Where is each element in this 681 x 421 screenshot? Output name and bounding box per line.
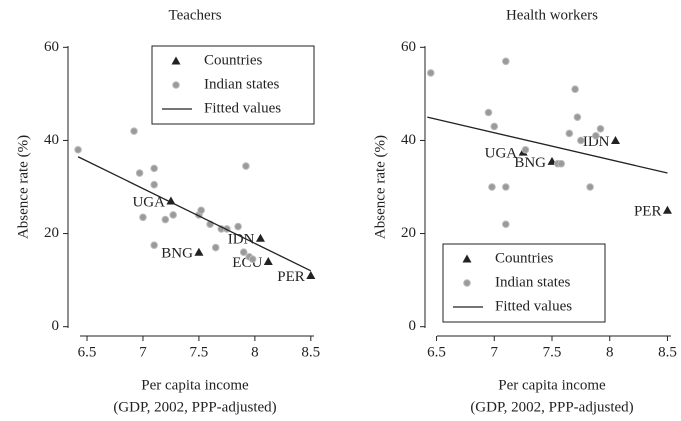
legend-label: Fitted values [204, 100, 281, 116]
legend-marker [172, 81, 180, 89]
state-marker [169, 211, 177, 219]
state-marker [239, 248, 248, 256]
state-marker [130, 127, 138, 135]
state-marker [488, 183, 496, 191]
x-tick-label: 6.5 [78, 344, 97, 360]
legend-label: Indian states [495, 274, 571, 290]
x-tick-label: 8.5 [301, 344, 320, 360]
x-tick-label: 7.5 [190, 344, 209, 360]
legend-label: Countries [204, 52, 262, 68]
state-marker [211, 243, 220, 252]
y-axis-label: Absence rate (%) [15, 135, 31, 239]
x-tick-label: 8 [606, 344, 614, 360]
x-axis-note: (GDP, 2002, PPP-adjusted) [113, 399, 276, 415]
legend-marker [171, 56, 181, 65]
legend-marker [462, 254, 472, 263]
fitted-line [77, 156, 312, 272]
state-marker [592, 131, 600, 140]
country-marker [255, 233, 265, 242]
panel-title: Teachers [168, 7, 221, 23]
x-tick-label: 7 [139, 344, 147, 360]
state-marker [573, 113, 582, 121]
point-label: PER [634, 204, 662, 220]
x-tick-label: 7.5 [543, 344, 562, 360]
state-marker [502, 183, 510, 191]
state-marker [596, 124, 605, 133]
state-marker [150, 164, 158, 173]
state-marker [490, 122, 499, 131]
x-tick-label: 8 [251, 344, 259, 360]
state-marker [565, 129, 574, 138]
x-axis-label: Per capita income [141, 377, 249, 393]
y-tick-label: 20 [401, 225, 416, 241]
state-marker [502, 220, 510, 229]
fitted-line [427, 116, 668, 174]
state-marker [484, 108, 493, 117]
y-tick-label: 20 [44, 225, 59, 241]
y-tick-label: 60 [44, 39, 59, 55]
point-label: BNG [161, 246, 193, 262]
point-label: IDN [583, 134, 610, 150]
x-axis-note: (GDP, 2002, PPP-adjusted) [470, 399, 633, 415]
state-marker [150, 180, 158, 189]
country-marker [306, 270, 316, 279]
state-marker [242, 162, 250, 170]
point-label: PER [277, 269, 305, 285]
point-label: BNG [514, 155, 546, 171]
legend-label: Indian states [204, 76, 280, 92]
point-label: UGA [485, 146, 518, 162]
y-tick-label: 60 [401, 39, 416, 55]
y-tick-label: 40 [44, 132, 59, 148]
state-marker [74, 145, 82, 154]
point-label: IDN [228, 232, 255, 248]
state-marker [571, 85, 579, 94]
state-marker [161, 215, 170, 224]
x-axis-label: Per capita income [498, 377, 606, 393]
state-marker [135, 169, 144, 177]
panel-title: Health workers [506, 7, 598, 23]
y-axis-label: Absence rate (%) [372, 135, 388, 239]
x-tick-label: 6.5 [427, 344, 446, 360]
state-marker [150, 241, 158, 250]
legend-marker [463, 279, 471, 287]
point-label: UGA [132, 194, 165, 210]
state-marker [248, 255, 257, 263]
legend-label: Fitted values [495, 298, 572, 314]
state-marker [426, 69, 435, 77]
country-marker [662, 205, 672, 214]
state-marker [139, 213, 147, 222]
y-tick-label: 0 [409, 318, 417, 334]
country-marker [194, 247, 204, 256]
country-marker [263, 257, 273, 265]
state-marker [234, 222, 242, 231]
legend-label: Countries [495, 250, 553, 266]
y-tick-label: 0 [52, 318, 60, 334]
state-marker [586, 183, 594, 191]
state-marker [557, 159, 566, 168]
state-marker [502, 57, 510, 66]
y-tick-label: 40 [401, 132, 416, 148]
state-marker [577, 136, 585, 145]
x-tick-label: 7 [491, 344, 499, 360]
state-marker [197, 206, 205, 215]
x-tick-label: 8.5 [658, 344, 677, 360]
country-marker [611, 135, 620, 144]
country-marker [166, 196, 176, 205]
state-marker [521, 145, 530, 154]
